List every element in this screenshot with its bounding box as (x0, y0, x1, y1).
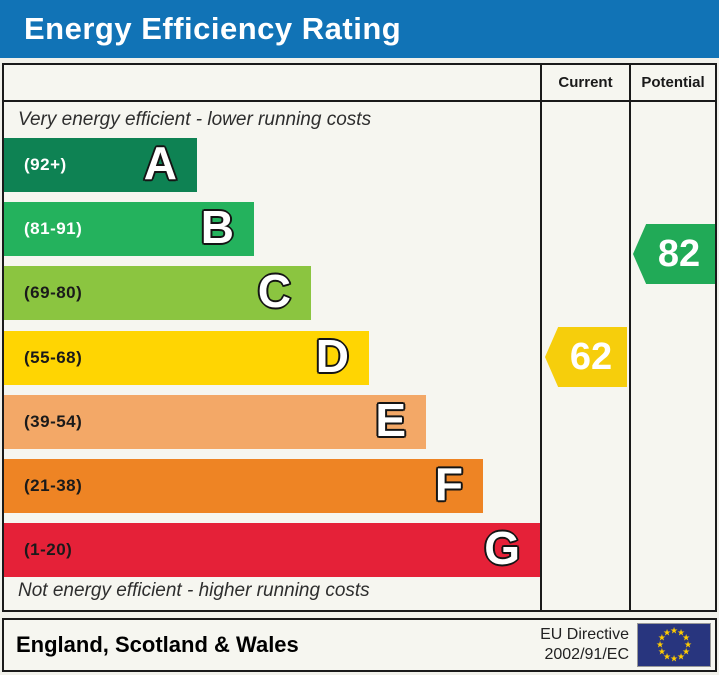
band-letter: C (256, 263, 292, 318)
eu-flag-star: ★ (669, 653, 679, 664)
band-a: (92+) A (4, 135, 197, 192)
band-letter: E (374, 392, 408, 447)
eu-flag-star: ★ (662, 651, 672, 662)
band-b: (81-91) B (4, 199, 254, 256)
bottom-efficiency-note: Not energy efficient - higher running co… (18, 580, 370, 601)
potential-rating-value: 82 (657, 232, 701, 275)
band-range-label: (69-80) (24, 283, 83, 302)
eu-flag-star: ★ (655, 639, 665, 650)
band-range-label: (92+) (24, 155, 67, 174)
eu-flag-star: ★ (676, 627, 686, 638)
potential-column-header: Potential (641, 74, 705, 91)
band-range-label: (81-91) (24, 219, 83, 238)
top-efficiency-note: Very energy efficient - lower running co… (18, 109, 372, 130)
page-title: Energy Efficiency Rating (24, 11, 402, 46)
band-f: (21-38) F (4, 456, 483, 513)
band-letter: D (314, 328, 350, 383)
current-rating-value: 62 (569, 335, 613, 378)
eu-flag-star: ★ (657, 632, 666, 643)
energy-rating-chart: Current Potential Very energy efficient … (2, 63, 717, 612)
eu-directive-line2: 2002/91/EC (544, 646, 629, 663)
band-c: (69-80) C (4, 263, 311, 320)
band-letter: A (142, 135, 178, 190)
current-column-header: Current (558, 74, 613, 91)
footer-bar: England, Scotland & Wales EU Directive 2… (2, 618, 717, 672)
eu-flag-star: ★ (662, 627, 672, 638)
title-banner: Energy Efficiency Rating (0, 0, 719, 58)
eu-directive-line1: EU Directive (540, 626, 629, 643)
eu-flag-icon: ★ ★ ★ ★ ★ ★ ★ ★ ★ ★ ★ ★ (637, 623, 711, 667)
eu-flag-star: ★ (669, 625, 679, 636)
band-e: (39-54) E (4, 392, 426, 449)
band-letter: F (433, 456, 464, 511)
region-label: England, Scotland & Wales (16, 632, 299, 657)
header-row-divider (4, 100, 715, 102)
eu-flag-star: ★ (682, 646, 691, 657)
eu-flag-star: ★ (683, 639, 693, 650)
eu-flag-star: ★ (676, 651, 686, 662)
band-letter: G (483, 520, 522, 575)
current-column-divider (540, 65, 542, 610)
potential-rating-pointer: 82 (633, 224, 715, 284)
band-d: (55-68) D (4, 328, 369, 385)
potential-column-divider (629, 65, 631, 610)
band-g: (1-20) G (4, 520, 540, 577)
current-rating-pointer: 62 (545, 327, 627, 387)
eu-flag-star: ★ (657, 646, 666, 657)
band-range-label: (1-20) (24, 540, 73, 559)
band-letter: B (199, 199, 235, 254)
band-range-label: (39-54) (24, 412, 83, 431)
eu-flag-star: ★ (682, 632, 691, 643)
band-range-label: (55-68) (24, 348, 83, 367)
eu-directive-label: EU Directive 2002/91/EC (540, 625, 629, 665)
band-range-label: (21-38) (24, 476, 83, 495)
